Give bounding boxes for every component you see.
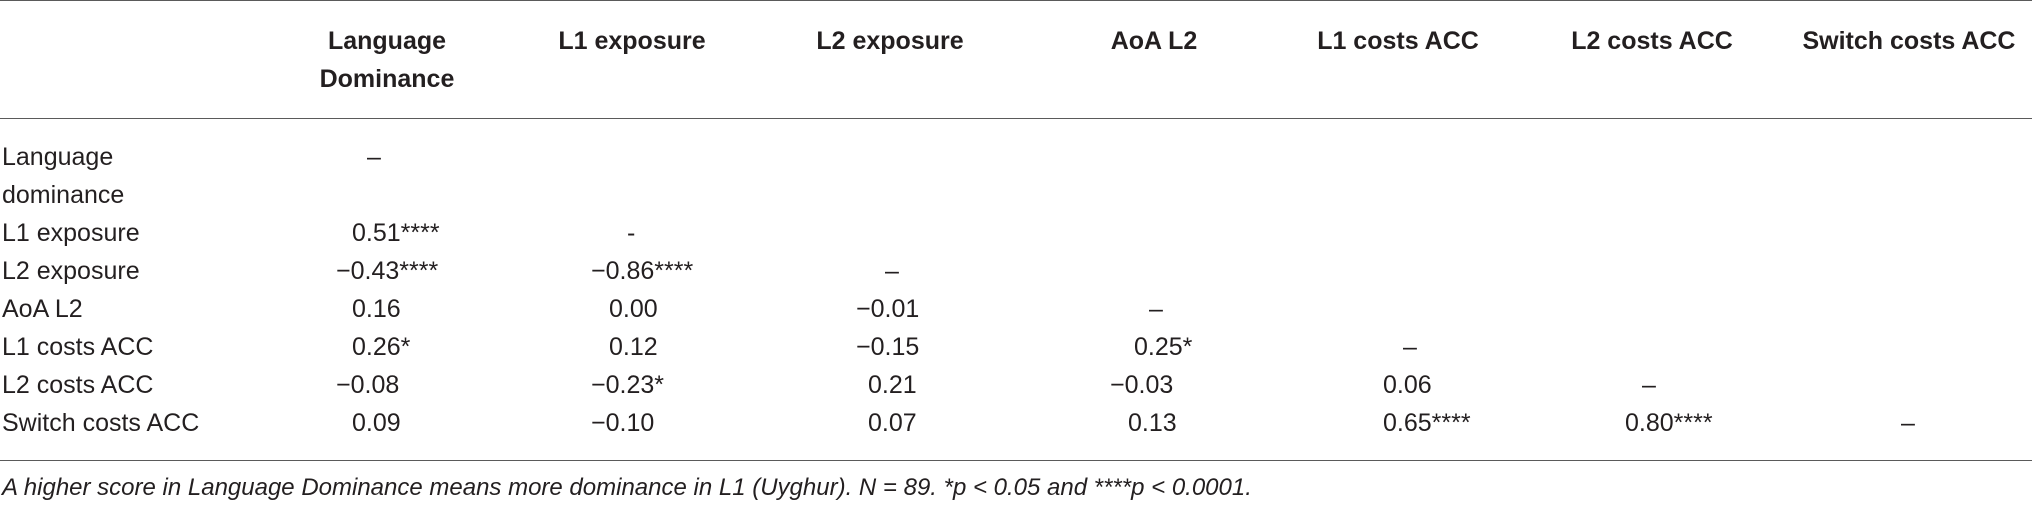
row-label-language-dominance-line1: Language — [2, 143, 114, 171]
table-cell: −0.23* — [591, 371, 664, 399]
table-cell: – — [1901, 409, 1915, 437]
table-cell: 0.09 — [352, 409, 401, 437]
table-cell: 0.80**** — [1625, 409, 1713, 437]
table-cell: – — [1642, 371, 1656, 399]
row-label-switch-costs-acc: Switch costs ACC — [2, 409, 200, 437]
table-cell: – — [1149, 295, 1163, 323]
table-cell: 0.07 — [868, 409, 917, 437]
table-cell: – — [367, 143, 381, 171]
header-l2-exposure: L2 exposure — [816, 27, 964, 55]
table-cell: 0.16 — [352, 295, 401, 323]
table-cell: 0.26* — [352, 333, 411, 361]
table-cell: −0.10 — [591, 409, 655, 437]
table-cell: 0.00 — [609, 295, 658, 323]
header-l1-costs-acc: L1 costs ACC — [1317, 27, 1479, 55]
table-cell: 0.65**** — [1383, 409, 1471, 437]
table-cell: 0.13 — [1128, 409, 1177, 437]
table-cell: 0.25* — [1134, 333, 1193, 361]
table-cell: – — [1403, 333, 1417, 361]
table-cell: −0.03 — [1110, 371, 1174, 399]
table-header-rule — [0, 118, 2032, 119]
table-cell: 0.12 — [609, 333, 658, 361]
header-aoa-l2: AoA L2 — [1110, 27, 1198, 55]
header-l2-costs-acc: L2 costs ACC — [1571, 27, 1733, 55]
row-label-aoa-l2: AoA L2 — [2, 295, 83, 323]
table-top-rule — [0, 0, 2032, 1]
row-label-language-dominance: Language dominance — [2, 138, 124, 214]
header-language-dominance-line1: Language — [327, 27, 447, 55]
header-l1-exposure: L1 exposure — [558, 27, 706, 55]
table-cell: −0.08 — [336, 371, 400, 399]
table-cell: – — [885, 257, 899, 285]
table-bottom-rule — [0, 460, 2032, 461]
table-cell: 0.51**** — [352, 219, 440, 247]
header-language-dominance: Language Dominance — [302, 22, 472, 98]
table-cell: 0.06 — [1383, 371, 1432, 399]
row-label-l2-exposure: L2 exposure — [2, 257, 140, 285]
row-label-l1-costs-acc: L1 costs ACC — [2, 333, 154, 361]
table-cell: −0.86**** — [591, 257, 694, 285]
header-language-dominance-line2: Dominance — [319, 65, 455, 93]
row-label-l1-exposure: L1 exposure — [2, 219, 140, 247]
table-cell: 0.21 — [868, 371, 917, 399]
table-footnote: A higher score in Language Dominance mea… — [2, 474, 1252, 501]
header-switch-costs-acc: Switch costs ACC — [1802, 27, 2016, 55]
table-cell: - — [627, 219, 636, 247]
row-label-language-dominance-line2: dominance — [2, 181, 125, 209]
table-cell: −0.15 — [856, 333, 920, 361]
row-label-l2-costs-acc: L2 costs ACC — [2, 371, 154, 399]
table-cell: −0.43**** — [336, 257, 439, 285]
table-cell: −0.01 — [856, 295, 920, 323]
